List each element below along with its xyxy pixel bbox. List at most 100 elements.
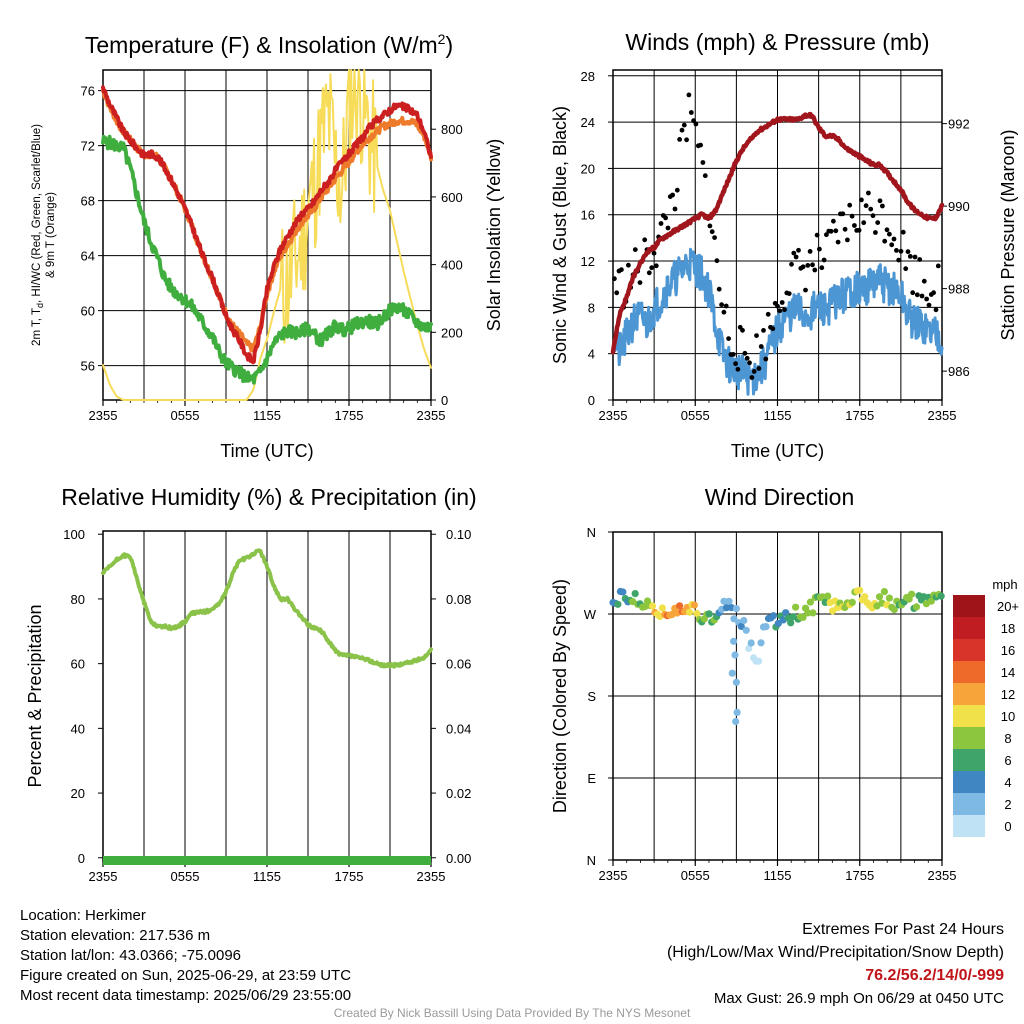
gust-point: [786, 291, 792, 296]
gust-point: [716, 286, 722, 292]
y-axis-label-line2: & 9m T (Orange): [45, 192, 57, 278]
y-tick-label: 24: [581, 115, 595, 130]
gust-point: [873, 230, 878, 235]
y-tick-label: E: [587, 771, 596, 786]
x-tick-label: 2355: [417, 408, 446, 423]
gust-point: [919, 293, 925, 299]
gust-point: [828, 228, 834, 234]
direction-point: [809, 609, 817, 617]
gust-point: [800, 264, 806, 270]
gust-point: [884, 227, 890, 233]
direction-point: [728, 669, 736, 677]
credit-line: Created By Nick Bassill Using Data Provi…: [333, 1006, 691, 1020]
gust-point: [665, 225, 671, 231]
gust-point: [866, 190, 871, 196]
y-tick-label: 20: [71, 786, 85, 801]
gust-point: [721, 309, 727, 315]
gust-point: [914, 292, 920, 298]
direction-point: [737, 622, 745, 631]
gust-point: [658, 221, 664, 226]
gust-point: [758, 344, 764, 349]
recent-timestamp: Most recent data timestamp: 2025/06/29 2…: [20, 987, 352, 1004]
gust-point: [791, 250, 797, 256]
gust-point: [744, 355, 750, 361]
gust-point: [693, 121, 699, 127]
gust-point: [835, 239, 841, 245]
direction-point: [856, 586, 864, 595]
y-tick-label: 0: [588, 393, 595, 408]
x-tick-label: 1755: [845, 868, 874, 883]
gust-point: [698, 142, 703, 148]
gust-point: [877, 198, 883, 204]
gust-point: [637, 280, 643, 285]
direction-point: [757, 639, 765, 647]
y2-tick-label: 988: [948, 282, 970, 297]
x-tick-label: 2355: [599, 868, 628, 883]
gust-point: [632, 247, 638, 253]
gust-point: [761, 328, 766, 333]
direction-point: [747, 639, 755, 647]
gust-point: [672, 206, 678, 212]
station-info: Location: Herkimer Station elevation: 21…: [20, 906, 351, 1006]
legend-label: 2: [1004, 797, 1011, 812]
gust-point: [870, 213, 876, 219]
direction-point: [769, 612, 778, 620]
gust-point: [651, 250, 657, 256]
gust-point: [663, 215, 668, 221]
title-part: Temperature (F) & Insolation (W/m: [85, 32, 438, 58]
direction-point: [730, 637, 738, 645]
gust-point: [726, 336, 731, 341]
x-tick-label: 0555: [681, 868, 710, 883]
legend-label: 6: [1004, 753, 1011, 768]
temperature-panel: 2355 0555 1155 1755 2355 56 60 64 68 72 76 0 200 400 6…: [31, 31, 504, 461]
gust-point: [935, 263, 941, 269]
legend-swatch: [953, 617, 985, 639]
station-elevation: Station elevation: 217.536 m: [20, 927, 211, 944]
gust-point: [749, 375, 755, 380]
y-tick-label: 0: [78, 851, 85, 866]
direction-point: [725, 597, 733, 605]
legend-label: 8: [1004, 731, 1011, 746]
direction-point: [732, 678, 741, 686]
legend-title: mph: [992, 577, 1017, 592]
max-gust: Max Gust: 26.9 mph On 06/29 at 0450 UTC: [713, 990, 1004, 1007]
gust-point: [807, 249, 813, 254]
direction-point: [745, 644, 753, 653]
ylabel-part: 2m T, T: [31, 308, 43, 346]
direction-point: [848, 598, 856, 607]
gust-point: [649, 265, 655, 271]
gust-point: [714, 258, 720, 264]
gust-point: [740, 327, 745, 333]
gust-point: [702, 173, 708, 179]
direction-title: Wind Direction: [705, 484, 855, 510]
y-tick-label: 60: [81, 304, 95, 319]
direction-point: [720, 597, 728, 605]
wind-title: Winds (mph) & Pressure (mb): [625, 29, 929, 55]
y-tick-label: 76: [81, 84, 95, 99]
title-part: ): [445, 32, 453, 58]
extremes-subtitle: (High/Low/Max Wind/Precipitation/Snow De…: [666, 944, 1004, 961]
direction-point: [890, 606, 898, 614]
gust-point: [614, 290, 620, 296]
gust-point: [709, 229, 715, 235]
gust-point: [670, 192, 675, 198]
relative-humidity-line: [101, 548, 433, 669]
x-tick-label: 0555: [171, 869, 200, 884]
direction-point: [912, 603, 921, 611]
direction-point: [880, 588, 889, 596]
x-tick-label: 1755: [335, 869, 364, 884]
y2-axis-label: Solar Insolation (Yellow): [484, 139, 504, 331]
y-tick-label: 16: [581, 208, 595, 223]
x-tick-label: 1155: [253, 869, 281, 884]
gust-point: [833, 228, 839, 234]
solar-insolation-line: [102, 69, 432, 401]
x-tick-label: 0555: [171, 408, 200, 423]
y2-tick-label: 200: [441, 325, 463, 340]
gust-point: [782, 307, 787, 313]
x-tick-label: 2355: [89, 869, 118, 884]
legend-swatch: [953, 639, 985, 661]
gust-point: [626, 262, 631, 268]
extremes-title: Extremes For Past 24 Hours: [802, 921, 1004, 938]
x-tick-label: 1755: [845, 408, 874, 423]
x-tick-label: 1755: [335, 408, 364, 423]
